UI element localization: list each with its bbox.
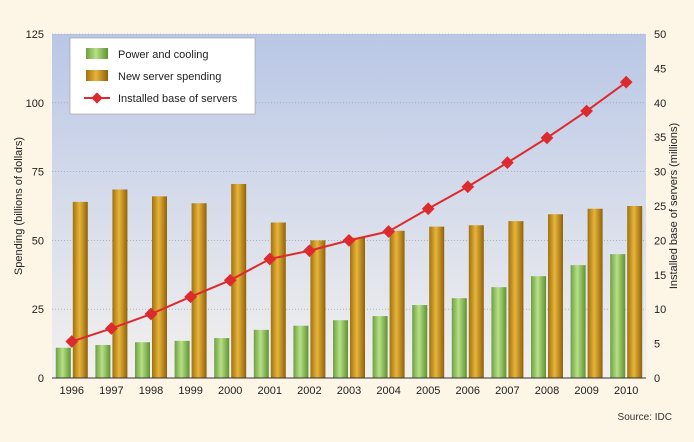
bar-power-cooling xyxy=(214,338,230,378)
y2-tick-label: 35 xyxy=(654,132,666,144)
x-tick-label: 2006 xyxy=(456,385,480,397)
bar-power-cooling xyxy=(412,305,428,378)
point-installed-base xyxy=(223,273,237,287)
source-note: Source: IDC xyxy=(618,412,672,423)
y2-tick-label: 15 xyxy=(654,270,666,282)
bar-power-cooling xyxy=(95,344,111,378)
x-tick-label: 2001 xyxy=(258,385,282,397)
bar-power-cooling xyxy=(135,342,150,378)
x-tick-label: 2008 xyxy=(535,385,559,397)
axes: 0 25 50 75 100 125 0 5 10 15 20 25 30 35 40 45 50 1996 199… xyxy=(26,29,667,397)
y2-tick-label: 5 xyxy=(654,339,660,351)
y-tick-label: 100 xyxy=(26,98,44,110)
point-installed-base xyxy=(501,156,514,170)
point-installed-base xyxy=(382,225,395,238)
x-tick-label: 2004 xyxy=(376,385,400,397)
bar-new-server-spending xyxy=(191,203,207,378)
point-installed-base xyxy=(342,234,356,247)
x-tick-label: 2003 xyxy=(337,385,361,397)
legend-label-server: New server spending xyxy=(118,71,221,83)
y-axis-label: Spending (billions of dollars) xyxy=(13,137,25,275)
y-tick-label: 0 xyxy=(38,373,44,385)
y-tick-label: 75 xyxy=(32,167,44,179)
point-installed-base xyxy=(184,290,197,304)
bar-new-server-spending xyxy=(72,201,88,378)
bar-new-server-spending xyxy=(350,237,365,378)
y-tick-label: 25 xyxy=(32,304,44,316)
y2-tick-label: 40 xyxy=(654,98,666,110)
bar-power-cooling xyxy=(570,265,586,378)
y-tick-label: 125 xyxy=(26,29,44,41)
bar-new-server-spending xyxy=(587,208,603,378)
bar-new-server-spending xyxy=(270,222,286,378)
bar-power-cooling xyxy=(491,287,507,378)
bar-new-server-spending xyxy=(112,189,128,378)
bar-new-server-spending xyxy=(310,240,326,378)
bar-power-cooling xyxy=(174,340,190,378)
y2-tick-label: 30 xyxy=(654,167,666,179)
bar-power-cooling xyxy=(55,347,71,378)
legend-label-installed: Installed base of servers xyxy=(118,93,238,105)
y2-axis-label: Installed base of servers (millions) xyxy=(668,123,680,289)
bar-power-cooling xyxy=(451,298,467,378)
y-tick-label: 50 xyxy=(32,235,44,247)
x-tick-label: 2010 xyxy=(614,385,638,397)
point-installed-base xyxy=(421,202,435,216)
x-tick-label: 1997 xyxy=(99,385,123,397)
legend-label-power: Power and cooling xyxy=(118,49,209,61)
x-tick-label: 1996 xyxy=(60,385,84,397)
bar-power-cooling xyxy=(531,276,546,378)
bar-new-server-spending xyxy=(389,230,405,378)
bar-new-server-spending xyxy=(231,183,247,378)
point-installed-base xyxy=(65,335,79,348)
x-tick-label: 2005 xyxy=(416,385,440,397)
y2-tick-label: 50 xyxy=(654,29,666,41)
legend-swatch-power xyxy=(86,48,108,59)
x-tick-label: 2009 xyxy=(574,385,598,397)
bar-power-cooling xyxy=(333,320,348,378)
point-installed-base xyxy=(303,244,316,258)
bar-new-server-spending xyxy=(508,221,524,378)
x-tick-label: 2002 xyxy=(297,385,321,397)
x-tick-label: 1998 xyxy=(139,385,163,397)
y2-tick-label: 10 xyxy=(654,304,666,316)
x-tick-label: 1999 xyxy=(178,385,202,397)
x-tick-label: 2007 xyxy=(495,385,519,397)
x-tick-label: 2000 xyxy=(218,385,242,397)
bar-power-cooling xyxy=(293,325,309,378)
point-installed-base xyxy=(105,322,118,335)
point-installed-base xyxy=(461,180,475,194)
bars xyxy=(55,183,643,378)
bar-power-cooling xyxy=(253,329,269,378)
bar-power-cooling xyxy=(372,316,388,378)
y2-tick-label: 25 xyxy=(654,201,666,213)
legend-swatch-server xyxy=(86,70,108,81)
y2-tick-label: 20 xyxy=(654,235,666,247)
y2-tick-label: 45 xyxy=(654,63,666,75)
bar-new-server-spending xyxy=(548,214,563,378)
bar-new-server-spending xyxy=(468,225,484,378)
bar-power-cooling xyxy=(610,254,626,378)
bar-new-server-spending xyxy=(429,226,445,378)
bar-new-server-spending xyxy=(627,206,643,378)
point-installed-base xyxy=(144,307,158,321)
y2-tick-label: 0 xyxy=(654,373,660,385)
bar-new-server-spending xyxy=(152,196,167,378)
legend: Power and cooling New server spending In… xyxy=(69,37,256,115)
point-installed-base xyxy=(263,252,277,266)
